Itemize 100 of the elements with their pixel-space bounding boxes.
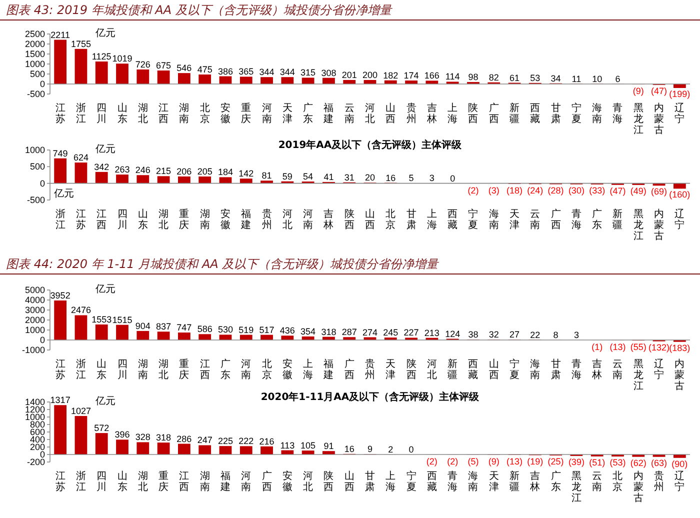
data-label: 215 bbox=[156, 166, 172, 176]
data-label: 216 bbox=[259, 436, 274, 446]
x-tick-label: 河北 bbox=[303, 470, 314, 493]
data-label: 53 bbox=[530, 72, 540, 83]
data-label: 354 bbox=[300, 326, 316, 336]
x-tick-label: 安徽 bbox=[220, 208, 230, 231]
x-tick-label: 云南 bbox=[344, 103, 354, 125]
x-tick-label: 陕西 bbox=[468, 102, 478, 125]
x-tick-label: 北京 bbox=[386, 208, 396, 231]
annotation: 亿元 bbox=[94, 28, 116, 39]
data-label: 386 bbox=[218, 66, 233, 76]
data-label: 286 bbox=[176, 434, 192, 444]
annotation: 亿元 bbox=[53, 188, 74, 200]
x-tick-label: 四川 bbox=[96, 103, 107, 125]
x-tick-label: 辽宁 bbox=[674, 470, 685, 493]
x-tick-label: 浙江 bbox=[76, 470, 86, 493]
x-tick-label: 四川 bbox=[117, 209, 128, 231]
x-tick-label: 浙江 bbox=[76, 358, 86, 381]
x-tick-label: 吉林 bbox=[426, 102, 437, 125]
x-tick-label: 内蒙古 bbox=[633, 470, 644, 504]
data-label: 182 bbox=[383, 70, 398, 80]
x-tick-label: 湖北 bbox=[158, 358, 169, 381]
x-tick-label: 上海 bbox=[448, 102, 458, 125]
chart-title: 图表 43: 2019 年城投债和 AA 及以下（含无评级）城投债分省份净增量 bbox=[6, 3, 392, 17]
x-tick-label: 陕西 bbox=[344, 208, 354, 231]
x-tick-label: 湖北 bbox=[138, 470, 148, 493]
data-label: 0 bbox=[450, 173, 456, 184]
x-tick-label: 青海 bbox=[571, 358, 582, 381]
data-label: 113 bbox=[280, 440, 295, 450]
x-tick-label: 宁夏 bbox=[510, 358, 520, 381]
data-label: (160) bbox=[669, 190, 690, 200]
data-label: 315 bbox=[300, 68, 316, 78]
data-label: 546 bbox=[176, 63, 192, 74]
x-tick-label: 广西 bbox=[488, 102, 499, 125]
data-label: 82 bbox=[488, 72, 499, 82]
data-label: 22 bbox=[530, 330, 540, 340]
x-tick-label: 广东 bbox=[303, 102, 314, 125]
x-tick-label: 四川 bbox=[96, 471, 107, 493]
data-label: (18) bbox=[506, 185, 523, 196]
data-label: 749 bbox=[52, 148, 68, 158]
x-tick-label: 广西 bbox=[550, 208, 561, 231]
x-tick-label: 海南 bbox=[468, 470, 478, 493]
x-tick-label: 湖南 bbox=[200, 470, 210, 493]
data-label: 287 bbox=[342, 327, 357, 338]
x-tick-label: 北京 bbox=[262, 358, 272, 381]
x-tick-label: 新疆 bbox=[510, 102, 520, 125]
y-tick-label: 400 bbox=[30, 434, 45, 444]
data-label: 572 bbox=[94, 423, 110, 434]
data-label: 9 bbox=[367, 444, 373, 454]
data-label: 274 bbox=[362, 327, 378, 338]
data-label: 1019 bbox=[112, 54, 132, 64]
x-tick-label: 天津 bbox=[386, 359, 396, 381]
y-tick-label: 0 bbox=[40, 450, 45, 460]
data-label: (9) bbox=[632, 86, 644, 96]
x-tick-label: 河南 bbox=[262, 102, 272, 125]
data-label: 308 bbox=[321, 68, 336, 78]
data-label: 31 bbox=[344, 172, 354, 182]
data-label: (25) bbox=[548, 456, 564, 466]
x-tick-label: 湖北 bbox=[138, 102, 148, 125]
data-label: 201 bbox=[342, 70, 357, 80]
x-tick-label: 江西 bbox=[96, 208, 107, 231]
y-tick-label: 600 bbox=[30, 427, 45, 437]
data-label: (19) bbox=[527, 456, 544, 466]
x-tick-label: 重庆 bbox=[158, 470, 169, 493]
y-tick-label: 200 bbox=[30, 442, 45, 452]
y-tick-label: 800 bbox=[30, 420, 45, 430]
x-tick-label: 北京 bbox=[612, 470, 623, 493]
data-label: 205 bbox=[197, 166, 212, 176]
data-label: (28) bbox=[548, 185, 564, 196]
data-label: (63) bbox=[651, 458, 668, 468]
data-label: (13) bbox=[506, 456, 523, 466]
data-label: 16 bbox=[344, 444, 354, 454]
data-label: 5 bbox=[408, 173, 414, 184]
data-label: (55) bbox=[630, 342, 646, 352]
data-label: 34 bbox=[550, 73, 561, 84]
chart-title: 2020年1-11月AA及以下（含无评级）主体评级 bbox=[260, 391, 480, 403]
data-label: 10 bbox=[592, 74, 602, 84]
x-tick-label: 广东 bbox=[550, 470, 561, 493]
x-tick-label: 广东 bbox=[220, 358, 230, 381]
data-label: (49) bbox=[630, 186, 646, 196]
x-tick-label: 陕西 bbox=[406, 358, 416, 381]
x-tick-label: 河南 bbox=[303, 208, 314, 231]
chart-title: 2019年AA及以下（含无评级）主体评级 bbox=[278, 139, 463, 151]
x-tick-label: 江苏 bbox=[55, 102, 66, 125]
data-label: 105 bbox=[300, 440, 316, 451]
data-label: (13) bbox=[610, 342, 626, 352]
data-label: 318 bbox=[321, 326, 336, 337]
x-tick-label: 贵州 bbox=[406, 102, 416, 125]
x-tick-label: 宁夏 bbox=[571, 102, 582, 125]
data-label: 41 bbox=[324, 172, 334, 182]
data-label: 1317 bbox=[50, 395, 70, 406]
data-label: (69) bbox=[651, 186, 668, 197]
data-label: (2) bbox=[447, 456, 458, 466]
x-tick-label: 湖北 bbox=[158, 208, 169, 231]
data-label: 1125 bbox=[92, 52, 112, 62]
data-label: 38 bbox=[468, 330, 478, 340]
data-label: (51) bbox=[589, 457, 606, 468]
y-tick-label: -500 bbox=[26, 195, 45, 205]
x-tick-label: 福建 bbox=[219, 470, 230, 493]
x-tick-label: 贵州 bbox=[654, 470, 664, 493]
